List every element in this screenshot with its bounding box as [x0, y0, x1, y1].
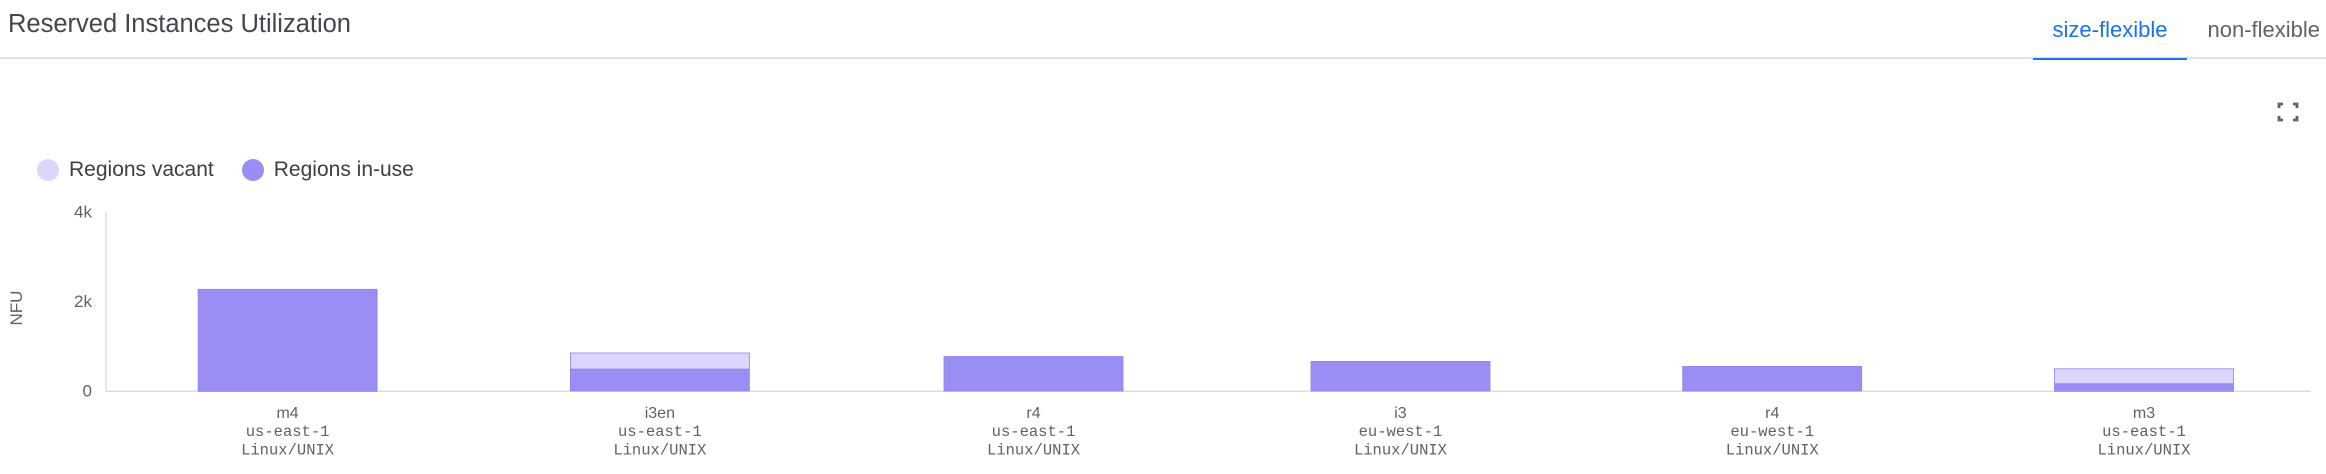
- svg-text:0: 0: [83, 381, 92, 400]
- svg-text:NFU: NFU: [7, 291, 26, 326]
- svg-text:Linux/UNIX: Linux/UNIX: [987, 442, 1081, 460]
- svg-text:Linux/UNIX: Linux/UNIX: [613, 442, 707, 460]
- svg-text:r4: r4: [1026, 405, 1040, 422]
- svg-text:Linux/UNIX: Linux/UNIX: [241, 442, 335, 460]
- svg-text:us-east-1: us-east-1: [2102, 423, 2186, 441]
- svg-text:us-east-1: us-east-1: [618, 423, 702, 441]
- svg-text:i3: i3: [1394, 405, 1407, 422]
- svg-text:i3en: i3en: [645, 405, 675, 422]
- svg-text:us-east-1: us-east-1: [246, 423, 330, 441]
- svg-text:Linux/UNIX: Linux/UNIX: [1354, 442, 1448, 460]
- svg-text:r4: r4: [1765, 405, 1779, 422]
- svg-text:us-east-1: us-east-1: [992, 423, 1076, 441]
- svg-text:4k: 4k: [74, 202, 92, 221]
- svg-text:m4: m4: [276, 405, 298, 422]
- svg-text:Linux/UNIX: Linux/UNIX: [1726, 442, 1820, 460]
- svg-text:Linux/UNIX: Linux/UNIX: [2097, 442, 2191, 460]
- svg-text:eu-west-1: eu-west-1: [1730, 423, 1814, 441]
- svg-text:m3: m3: [2133, 405, 2155, 422]
- svg-text:2k: 2k: [74, 292, 92, 311]
- svg-text:eu-west-1: eu-west-1: [1359, 423, 1443, 441]
